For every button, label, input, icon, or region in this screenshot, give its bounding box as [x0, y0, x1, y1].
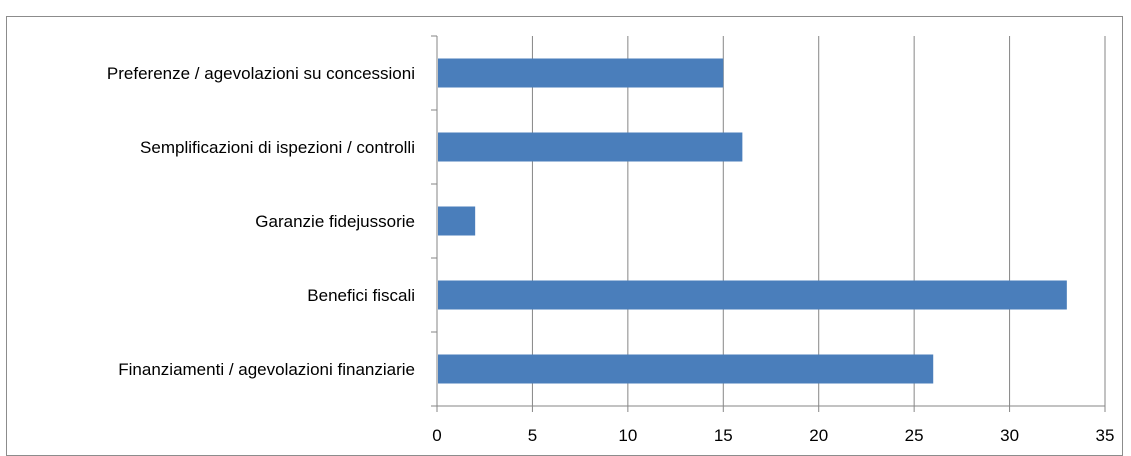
category-label: Semplificazioni di ispezioni / controlli [140, 138, 415, 157]
bars [438, 58, 1067, 384]
bar [438, 206, 476, 236]
x-tick-label: 25 [905, 426, 924, 445]
category-labels: Preferenze / agevolazioni su concessioni… [107, 64, 415, 379]
x-tick-label: 20 [809, 426, 828, 445]
axes [431, 35, 1106, 412]
bar [438, 280, 1067, 310]
category-label: Finanziamenti / agevolazioni finanziarie [118, 360, 415, 379]
bar [438, 58, 724, 88]
gridlines [531, 36, 1106, 406]
bar [438, 132, 743, 162]
x-tick-label: 30 [1000, 426, 1019, 445]
x-tick-label: 15 [714, 426, 733, 445]
tick-labels: 0 5 10 15 20 25 30 35 [432, 426, 1114, 445]
bar [438, 354, 934, 384]
category-label: Preferenze / agevolazioni su concessioni [107, 64, 415, 83]
category-label: Garanzie fidejussorie [255, 212, 415, 231]
x-tick-label: 0 [432, 426, 441, 445]
x-tick-label: 10 [618, 426, 637, 445]
x-tick-label: 35 [1096, 426, 1115, 445]
x-tick-label: 5 [528, 426, 537, 445]
category-label: Benefici fiscali [307, 286, 415, 305]
